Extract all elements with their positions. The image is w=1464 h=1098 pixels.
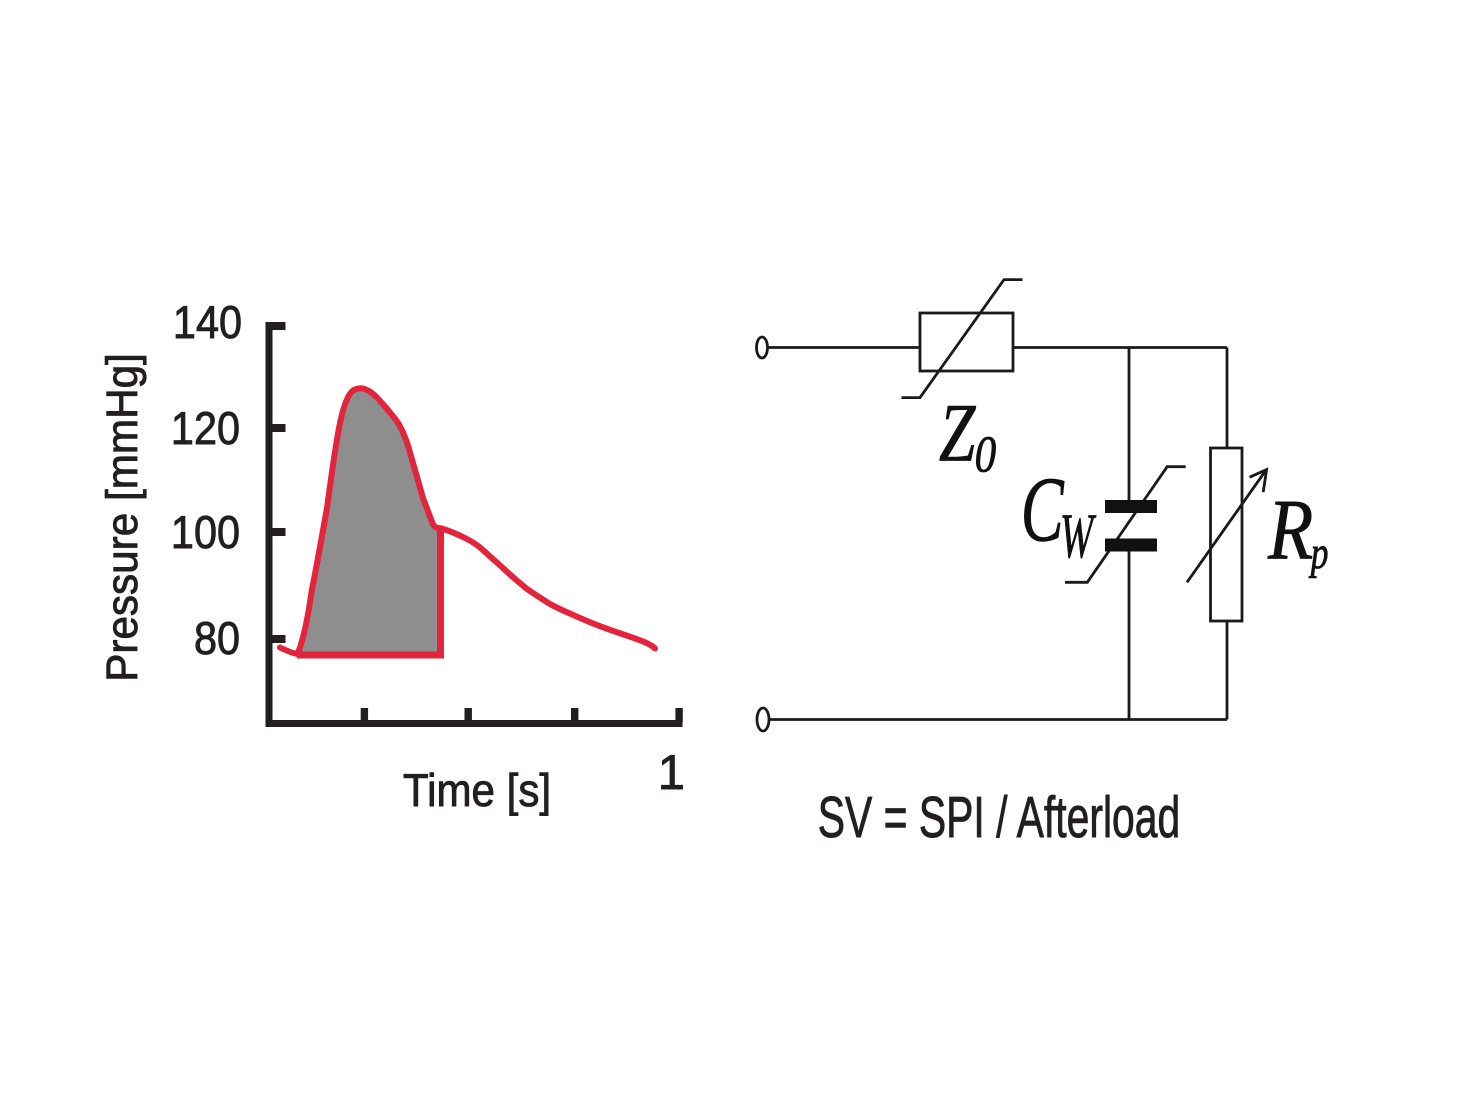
svg-text:Z: Z bbox=[939, 386, 976, 478]
svg-text:80: 80 bbox=[194, 612, 240, 664]
svg-text:140: 140 bbox=[173, 296, 242, 348]
svg-text:C: C bbox=[1021, 459, 1065, 562]
svg-text:1: 1 bbox=[658, 746, 685, 800]
svg-text:SV = SPI / Afterload: SV = SPI / Afterload bbox=[818, 785, 1181, 850]
svg-text:0: 0 bbox=[975, 427, 997, 484]
svg-text:120: 120 bbox=[171, 402, 240, 454]
svg-text:100: 100 bbox=[171, 506, 240, 558]
svg-text:p: p bbox=[1308, 527, 1328, 578]
svg-text:Pressure [mmHg]: Pressure [mmHg] bbox=[98, 353, 147, 682]
svg-text:Time [s]: Time [s] bbox=[403, 764, 551, 816]
svg-text:R: R bbox=[1267, 482, 1313, 578]
svg-text:W: W bbox=[1060, 501, 1097, 571]
